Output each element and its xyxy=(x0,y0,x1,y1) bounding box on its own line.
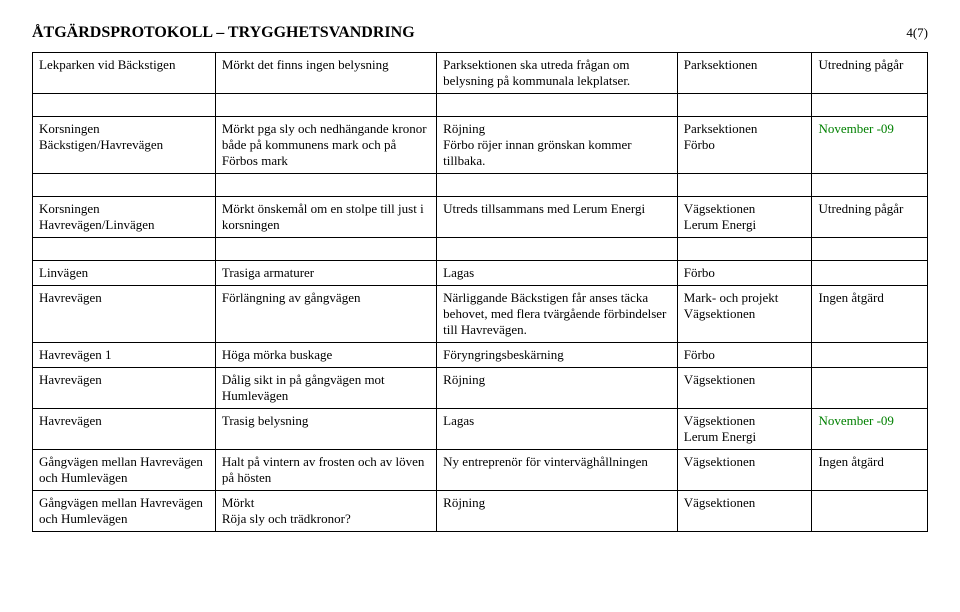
table-cell: Röjning xyxy=(437,491,678,532)
table-cell: Havrevägen 1 xyxy=(33,343,216,368)
table-cell-empty xyxy=(33,238,216,261)
table-cell xyxy=(812,261,928,286)
table-cell-empty xyxy=(677,238,812,261)
table-cell: Havrevägen xyxy=(33,286,216,343)
table-cell: Utredning pågår xyxy=(812,53,928,94)
table-cell: Utredning pågår xyxy=(812,197,928,238)
table-row: LinvägenTrasiga armaturerLagasFörbo xyxy=(33,261,928,286)
table-cell: Höga mörka buskage xyxy=(215,343,436,368)
page-number: 4(7) xyxy=(906,25,928,41)
table-cell: Korsningen Bäckstigen/Havrevägen xyxy=(33,117,216,174)
table-cell: Lagas xyxy=(437,409,678,450)
table-cell: Ingen åtgärd xyxy=(812,286,928,343)
table-cell: Förbo xyxy=(677,343,812,368)
table-row: HavrevägenTrasig belysningLagasVägsektio… xyxy=(33,409,928,450)
table-cell-empty xyxy=(215,238,436,261)
table-cell-empty xyxy=(677,94,812,117)
table-row: Havrevägen 1Höga mörka buskageFöryngring… xyxy=(33,343,928,368)
table-cell: Mörkt önskemål om en stolpe till just i … xyxy=(215,197,436,238)
table-cell: Gångvägen mellan Havrevägen och Humleväg… xyxy=(33,450,216,491)
table-cell: Mörkt pga sly och nedhängande kronor båd… xyxy=(215,117,436,174)
table-cell-empty xyxy=(812,174,928,197)
table-cell: ParksektionenFörbo xyxy=(677,117,812,174)
table-cell: Vägsektionen xyxy=(677,450,812,491)
document-title: ÅTGÄRDSPROTOKOLL – TRYGGHETSVANDRING xyxy=(32,24,415,42)
table-cell: Vägsektionen xyxy=(677,368,812,409)
table-cell: Närliggande Bäckstigen får anses täcka b… xyxy=(437,286,678,343)
table-row: HavrevägenDålig sikt in på gångvägen mot… xyxy=(33,368,928,409)
table-cell: Trasig belysning xyxy=(215,409,436,450)
table-cell: Ingen åtgärd xyxy=(812,450,928,491)
table-cell: Vägsektionen xyxy=(677,491,812,532)
table-cell xyxy=(812,491,928,532)
table-cell: Havrevägen xyxy=(33,368,216,409)
table-row: Lekparken vid BäckstigenMörkt det finns … xyxy=(33,53,928,94)
protocol-table: Lekparken vid BäckstigenMörkt det finns … xyxy=(32,52,928,532)
table-gap-row xyxy=(33,238,928,261)
table-cell: MörktRöja sly och trädkronor? xyxy=(215,491,436,532)
table-cell: Förlängning av gångvägen xyxy=(215,286,436,343)
table-cell-empty xyxy=(215,174,436,197)
table-cell xyxy=(812,343,928,368)
table-row: HavrevägenFörlängning av gångvägenNärlig… xyxy=(33,286,928,343)
table-cell-empty xyxy=(33,94,216,117)
table-cell: Röjning xyxy=(437,368,678,409)
table-row: Gångvägen mellan Havrevägen och Humleväg… xyxy=(33,450,928,491)
table-row: Korsningen Bäckstigen/HavrevägenMörkt pg… xyxy=(33,117,928,174)
table-cell: Mark- och projektVägsektionen xyxy=(677,286,812,343)
table-cell-empty xyxy=(215,94,436,117)
table-cell-empty xyxy=(437,238,678,261)
table-cell: Lekparken vid Bäckstigen xyxy=(33,53,216,94)
table-cell: Linvägen xyxy=(33,261,216,286)
table-cell-empty xyxy=(33,174,216,197)
table-cell-empty xyxy=(812,94,928,117)
table-cell: VägsektionenLerum Energi xyxy=(677,197,812,238)
table-cell xyxy=(812,368,928,409)
table-cell: Mörkt det finns ingen belysning xyxy=(215,53,436,94)
table-cell: November -09 xyxy=(812,117,928,174)
table-cell-empty xyxy=(812,238,928,261)
document-header: ÅTGÄRDSPROTOKOLL – TRYGGHETSVANDRING 4(7… xyxy=(32,24,928,42)
table-cell-empty xyxy=(677,174,812,197)
table-cell: VägsektionenLerum Energi xyxy=(677,409,812,450)
table-cell: Parksektionen xyxy=(677,53,812,94)
table-cell: Utreds tillsammans med Lerum Energi xyxy=(437,197,678,238)
table-cell: Havrevägen xyxy=(33,409,216,450)
table-gap-row xyxy=(33,174,928,197)
table-cell: RöjningFörbo röjer innan grönskan kommer… xyxy=(437,117,678,174)
table-cell-empty xyxy=(437,174,678,197)
table-row: Gångvägen mellan Havrevägen och Humleväg… xyxy=(33,491,928,532)
table-cell: November -09 xyxy=(812,409,928,450)
table-cell: Dålig sikt in på gångvägen mot Humleväge… xyxy=(215,368,436,409)
table-cell-empty xyxy=(437,94,678,117)
table-cell: Förbo xyxy=(677,261,812,286)
table-cell: Halt på vintern av frosten och av löven … xyxy=(215,450,436,491)
table-cell: Trasiga armaturer xyxy=(215,261,436,286)
table-cell: Föryngringsbeskärning xyxy=(437,343,678,368)
table-cell: Lagas xyxy=(437,261,678,286)
table-gap-row xyxy=(33,94,928,117)
table-cell: Parksektionen ska utreda frågan om belys… xyxy=(437,53,678,94)
table-cell: Korsningen Havrevägen/Linvägen xyxy=(33,197,216,238)
table-row: Korsningen Havrevägen/LinvägenMörkt önsk… xyxy=(33,197,928,238)
table-cell: Ny entreprenör för vinterväghållningen xyxy=(437,450,678,491)
table-cell: Gångvägen mellan Havrevägen och Humleväg… xyxy=(33,491,216,532)
